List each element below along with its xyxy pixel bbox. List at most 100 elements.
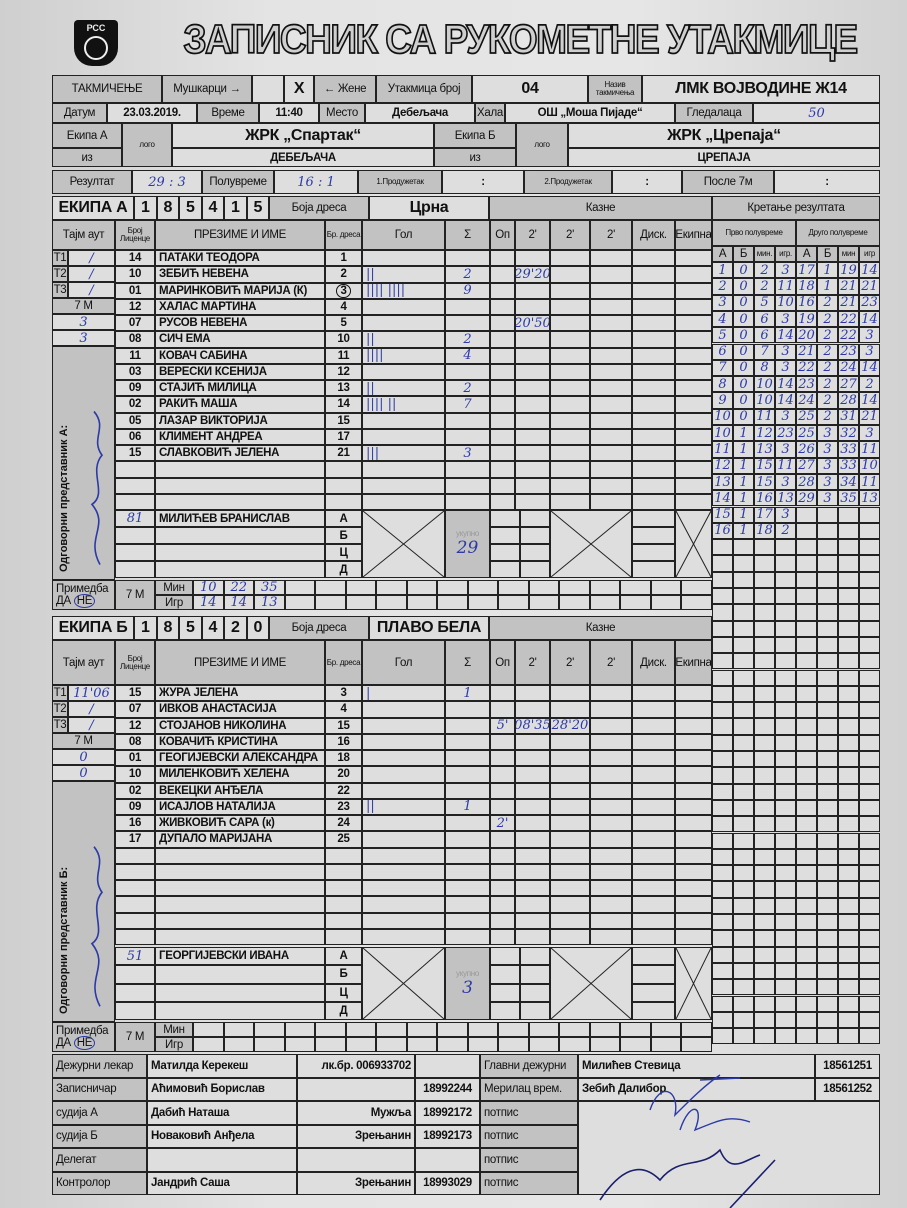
- progress-cell[interactable]: [775, 979, 796, 996]
- progress-cell[interactable]: 28: [796, 473, 817, 491]
- player-sum[interactable]: [445, 831, 490, 848]
- progress-cell[interactable]: [712, 1011, 733, 1029]
- progress-cell[interactable]: [775, 995, 796, 1012]
- player-team[interactable]: [675, 282, 712, 299]
- empty-p2[interactable]: [550, 863, 590, 880]
- seven-m-player[interactable]: [681, 595, 712, 610]
- progress-cell[interactable]: 23: [775, 425, 796, 442]
- progress-cell[interactable]: [859, 783, 880, 800]
- player-goals[interactable]: |||| ||: [362, 396, 445, 413]
- empty-sum[interactable]: [445, 863, 490, 880]
- progress-cell[interactable]: [733, 930, 754, 947]
- progress-cell[interactable]: [733, 1028, 754, 1045]
- progress-cell[interactable]: [859, 962, 880, 980]
- player-disq[interactable]: [632, 282, 675, 299]
- progress-cell[interactable]: [712, 914, 733, 931]
- progress-cell[interactable]: [754, 832, 775, 849]
- progress-cell[interactable]: [754, 669, 775, 686]
- player-sum[interactable]: [445, 750, 490, 767]
- player-sum[interactable]: 7: [445, 396, 490, 413]
- progress-cell[interactable]: 11: [712, 441, 733, 458]
- progress-cell[interactable]: [796, 1028, 817, 1045]
- empty-disq[interactable]: [632, 461, 675, 478]
- progress-cell[interactable]: 10: [754, 392, 775, 409]
- seven-m-minute[interactable]: [315, 1022, 346, 1037]
- empty-disq[interactable]: [632, 896, 675, 913]
- empty-p3[interactable]: [590, 477, 632, 494]
- progress-cell[interactable]: 23: [859, 294, 880, 311]
- progress-cell[interactable]: 14: [859, 392, 880, 409]
- progress-cell[interactable]: 15: [754, 457, 775, 474]
- progress-cell[interactable]: [838, 685, 859, 703]
- player-p1[interactable]: [515, 412, 550, 429]
- progress-cell[interactable]: [796, 946, 817, 963]
- footer-person-name[interactable]: [147, 1148, 297, 1172]
- seven-m-minute[interactable]: [589, 1022, 621, 1037]
- player-warn[interactable]: [490, 445, 515, 462]
- player-disq[interactable]: [632, 445, 675, 462]
- seven-m-minute[interactable]: [223, 1022, 255, 1037]
- player-p2[interactable]: [550, 445, 590, 462]
- progress-cell[interactable]: 22: [838, 327, 859, 344]
- progress-cell[interactable]: [712, 539, 733, 556]
- remark-yes[interactable]: ДА: [56, 1037, 71, 1049]
- progress-cell[interactable]: [733, 620, 754, 637]
- player-warn[interactable]: [490, 250, 515, 267]
- progress-cell[interactable]: [796, 799, 817, 817]
- seven-m-player[interactable]: [528, 1037, 560, 1052]
- progress-cell[interactable]: [859, 816, 880, 833]
- player-p2[interactable]: [550, 331, 590, 348]
- progress-cell[interactable]: [733, 799, 754, 817]
- progress-cell[interactable]: 2: [817, 294, 838, 311]
- progress-cell[interactable]: [796, 669, 817, 686]
- progress-cell[interactable]: [754, 751, 775, 768]
- progress-cell[interactable]: [817, 620, 838, 637]
- progress-cell[interactable]: [712, 653, 733, 670]
- progress-cell[interactable]: [859, 946, 880, 963]
- progress-cell[interactable]: [817, 865, 838, 882]
- player-sum[interactable]: [445, 412, 490, 429]
- progress-cell[interactable]: [796, 848, 817, 866]
- seven-m-minute[interactable]: [376, 1022, 407, 1037]
- progress-cell[interactable]: [775, 555, 796, 572]
- women-checkbox[interactable]: X: [284, 75, 314, 103]
- official-disq-cell[interactable]: [632, 1001, 675, 1020]
- seven-m-minute[interactable]: [559, 580, 590, 595]
- player-warn[interactable]: [490, 266, 515, 283]
- empty-warn[interactable]: [490, 847, 515, 864]
- progress-cell[interactable]: 9: [712, 392, 733, 409]
- progress-cell[interactable]: [733, 1011, 754, 1029]
- progress-cell[interactable]: [754, 571, 775, 588]
- progress-cell[interactable]: [775, 930, 796, 947]
- player-p1[interactable]: [515, 733, 550, 750]
- progress-cell[interactable]: [712, 979, 733, 996]
- player-disq[interactable]: [632, 298, 675, 315]
- progress-cell[interactable]: [712, 783, 733, 800]
- progress-cell[interactable]: [775, 946, 796, 963]
- seven-m-player[interactable]: [345, 1037, 377, 1052]
- player-sum[interactable]: 2: [445, 331, 490, 348]
- footer-right-name[interactable]: Милићев Стевица: [578, 1054, 815, 1078]
- seven-m-goals[interactable]: 0: [52, 765, 115, 781]
- footer-person-name[interactable]: Дабић Наташа: [147, 1101, 297, 1125]
- empty-team[interactable]: [675, 928, 712, 945]
- progress-cell[interactable]: [733, 555, 754, 572]
- progress-cell[interactable]: 2: [754, 262, 775, 279]
- progress-cell[interactable]: 18: [754, 522, 775, 540]
- progress-cell[interactable]: 0: [733, 343, 754, 360]
- progress-cell[interactable]: [838, 995, 859, 1012]
- progress-cell[interactable]: 22: [796, 359, 817, 377]
- progress-cell[interactable]: [838, 522, 859, 540]
- empty-sum[interactable]: [445, 461, 490, 478]
- progress-cell[interactable]: [733, 914, 754, 931]
- seven-m-minute[interactable]: 35: [254, 580, 285, 595]
- progress-cell[interactable]: [859, 1011, 880, 1029]
- player-p1[interactable]: [515, 798, 550, 815]
- empty-goals[interactable]: [362, 493, 445, 510]
- progress-cell[interactable]: [712, 962, 733, 980]
- progress-cell[interactable]: 32: [838, 425, 859, 442]
- progress-cell[interactable]: 12: [754, 425, 775, 442]
- progress-cell[interactable]: [796, 636, 817, 654]
- progress-cell[interactable]: [817, 930, 838, 947]
- progress-cell[interactable]: [838, 653, 859, 670]
